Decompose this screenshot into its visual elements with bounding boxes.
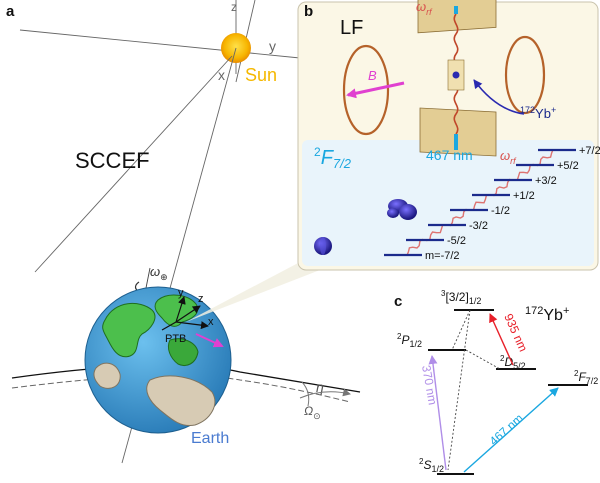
lab-frame-label: LF	[340, 17, 363, 39]
b-field-arrow	[346, 81, 405, 99]
level-p-label: 2P1/2	[397, 332, 422, 349]
transition-467nm	[463, 387, 559, 473]
transition-370nm	[428, 355, 447, 471]
sun-axis-y-label: y	[269, 38, 276, 54]
zoom-callout	[186, 262, 320, 322]
zeeman-level-label: -1/2	[491, 205, 510, 217]
coil-right	[504, 35, 546, 115]
level-d-label: 2D5/2	[500, 354, 526, 371]
site-frame-axes	[161, 296, 209, 331]
level-scheme-ion-label: 172Yb+	[525, 305, 569, 324]
f-manifold-label: 2F7/2	[314, 145, 352, 171]
transition-370nm-label: 370 nm	[419, 364, 440, 406]
level-f-label: 2F7/2	[574, 369, 598, 386]
site-axis-z-label: z	[198, 293, 204, 305]
zeeman-level-label: -3/2	[469, 220, 488, 232]
site-field-arrow	[195, 333, 224, 348]
panel-b-lower-region	[302, 140, 594, 266]
zeeman-level-label: +7/2	[579, 145, 600, 157]
transition-467nm-label: 467 nm	[487, 411, 526, 448]
trap-ion-label: 172Yb+	[520, 105, 556, 121]
level-s-label: 2S1/2	[419, 457, 444, 474]
zeeman-level-label: +5/2	[557, 160, 579, 172]
earth-globe	[84, 286, 232, 434]
panel-a-label: a	[6, 3, 15, 20]
spherical-orbital-icon	[314, 237, 332, 255]
energy-levels	[428, 309, 588, 475]
earth-omega-label: ω⊕	[150, 264, 168, 282]
b-field-label: B	[368, 68, 377, 83]
zeeman-level-label: +3/2	[535, 175, 557, 187]
sun-axis-z-label: z	[231, 0, 237, 14]
panel-c: c 172Yb+ 2S1/2 2P1/2 3[3/2]1/2 2D5/2 2F7…	[394, 289, 598, 475]
level-upper-label: 3[3/2]1/2	[441, 289, 481, 306]
decay-lines	[447, 309, 501, 471]
orbit-rate-arrow	[299, 388, 351, 399]
sun-axis-x-label: x	[218, 67, 225, 83]
orbit-angle-arc	[301, 381, 310, 407]
orbit-rate-label: Ω⊙	[304, 404, 321, 421]
sun-label: Sun	[245, 65, 277, 85]
panel-c-label: c	[394, 293, 402, 310]
trap-rf-label: ωrf	[416, 0, 433, 17]
zeeman-level-label: -5/2	[447, 235, 466, 247]
laser-wavelength-label: 467 nm	[426, 147, 473, 163]
orbit-angle-label: η	[316, 379, 324, 395]
sccef-frame-label: SCCEF	[75, 148, 150, 173]
panel-b: b LF B ωrf 172Yb+ 467 nm 2F7/2 +7/2+5/2+…	[297, 0, 600, 271]
panel-b-label: b	[304, 3, 313, 20]
ladder-rf-label: ωrf	[500, 148, 517, 166]
earth-label: Earth	[191, 430, 229, 447]
zeeman-level-label: m=-7/2	[425, 250, 460, 262]
orbital-shape-icon	[387, 199, 417, 220]
site-axis-y-label: y	[178, 287, 184, 299]
panel-a: a z y x Sun SCCEF ω⊕	[6, 0, 361, 464]
site-axis-x-label: x	[208, 316, 214, 328]
zeeman-ladder: +7/2+5/2+3/2+1/2-1/2-3/2-5/2 m=-7/2	[384, 145, 600, 262]
coil-left	[342, 44, 390, 136]
ion-pointer-arrow	[473, 79, 525, 115]
ptb-site-label: PTB	[165, 333, 186, 345]
transition-935nm	[489, 313, 514, 366]
zeeman-level-label: +1/2	[513, 190, 535, 202]
